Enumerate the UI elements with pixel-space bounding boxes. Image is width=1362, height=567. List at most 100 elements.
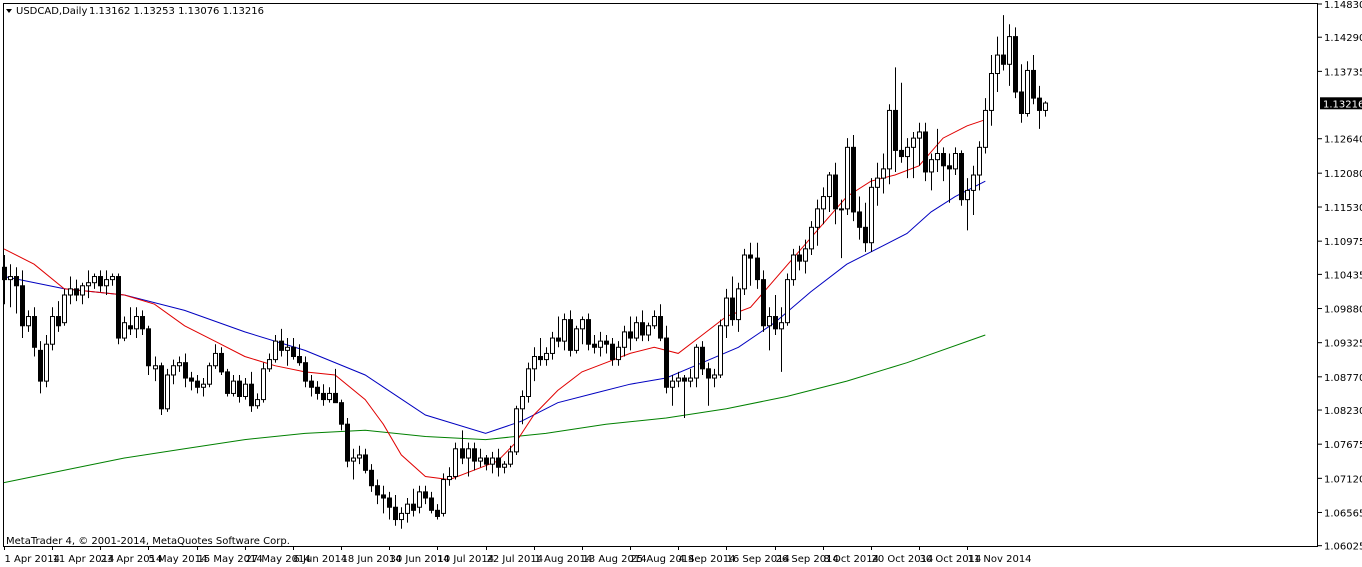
- candle: [38, 341, 43, 394]
- dropdown-triangle-icon[interactable]: [6, 9, 12, 13]
- candle: [195, 374, 200, 394]
- candle-body: [562, 319, 567, 342]
- candle: [441, 473, 446, 517]
- candle-body: [207, 365, 212, 385]
- candle-body: [791, 254, 796, 281]
- candle-body: [98, 276, 103, 287]
- time-tick-label: 13 Aug 2014: [583, 554, 647, 565]
- candle-body: [140, 316, 145, 330]
- candle: [104, 270, 109, 295]
- candle: [881, 153, 886, 194]
- current-price-marker: [1320, 97, 1362, 110]
- candle-body: [767, 316, 772, 327]
- candle: [122, 316, 127, 342]
- candle: [718, 319, 723, 379]
- candle-body: [80, 285, 85, 296]
- candle: [947, 153, 952, 203]
- candle: [821, 187, 826, 225]
- time-tick-label: 4 Sep 2014: [679, 554, 736, 565]
- candle: [249, 371, 254, 412]
- candle: [267, 353, 272, 372]
- candle-body: [26, 316, 31, 327]
- candle: [303, 356, 308, 388]
- candle: [598, 331, 603, 357]
- candle-body: [502, 463, 507, 468]
- candle: [472, 442, 477, 471]
- candle-body: [664, 337, 669, 388]
- candle: [658, 304, 663, 342]
- candle-body: [592, 343, 597, 348]
- candle-body: [2, 266, 7, 281]
- time-tick-label: 10 Jul 2014: [438, 554, 495, 565]
- candle: [869, 178, 874, 252]
- candle: [291, 338, 296, 360]
- candle: [887, 104, 892, 185]
- candle: [62, 288, 67, 326]
- time-tick-label: 30 Oct 2014: [920, 554, 982, 565]
- candle: [189, 371, 194, 391]
- candle: [634, 316, 639, 342]
- candle-body: [568, 319, 573, 351]
- candle: [857, 196, 862, 240]
- candle-body: [32, 316, 37, 348]
- price-tick-label: 1.06565: [1324, 508, 1362, 519]
- candle: [923, 122, 928, 182]
- price-tick-label: 1.14830: [1324, 0, 1362, 11]
- candle-body: [851, 146, 856, 213]
- candle-body: [104, 279, 109, 287]
- candle: [237, 374, 242, 403]
- candle: [207, 362, 212, 388]
- candle-body: [1025, 69, 1030, 115]
- candle-body: [429, 497, 434, 511]
- candle: [622, 325, 627, 357]
- candle-body: [472, 448, 477, 462]
- candle: [68, 276, 73, 305]
- candle-body: [460, 448, 465, 459]
- candle: [917, 122, 922, 166]
- candle: [490, 451, 495, 474]
- ma-fast-line: [3, 119, 986, 481]
- candle: [556, 316, 561, 348]
- candle-body: [68, 288, 73, 296]
- candle-body: [700, 346, 705, 370]
- candle: [532, 347, 537, 382]
- candle: [562, 313, 567, 351]
- candle-body: [688, 377, 693, 382]
- candle-body: [1031, 69, 1036, 99]
- symbol-label: USDCAD,Daily: [16, 6, 87, 17]
- candle: [159, 362, 164, 415]
- candle-body: [44, 343, 49, 382]
- time-tick-label: 11 Nov 2014: [968, 554, 1032, 565]
- price-axis: 1.14830 1.14290 1.13735 1.12640 1.12080 1.115…: [1318, 0, 1362, 553]
- candle-body: [273, 340, 278, 361]
- candle-body: [435, 509, 440, 517]
- candle: [8, 264, 13, 308]
- candle: [453, 442, 458, 480]
- candle: [1013, 27, 1018, 99]
- candle: [417, 485, 422, 514]
- candle-body: [899, 149, 904, 158]
- candle: [74, 279, 79, 302]
- candle-body: [345, 423, 350, 462]
- candle-body: [1013, 36, 1018, 93]
- candle-body: [724, 297, 729, 327]
- candle-body: [694, 346, 699, 379]
- candle-body: [941, 152, 946, 167]
- price-tick-label: 1.10435: [1324, 270, 1362, 281]
- candle-body: [604, 340, 609, 345]
- candle-body: [466, 448, 471, 459]
- candle: [652, 310, 657, 329]
- candle-body: [544, 352, 549, 361]
- candle-body: [496, 457, 501, 468]
- candle: [682, 374, 687, 419]
- candle: [700, 341, 705, 375]
- candle-body: [965, 189, 970, 201]
- candle: [508, 445, 513, 468]
- candle: [56, 301, 61, 332]
- candle-body: [706, 368, 711, 379]
- candle: [526, 362, 531, 403]
- candle: [273, 334, 278, 363]
- price-tick-label: 1.08770: [1324, 373, 1362, 384]
- candle: [797, 245, 802, 271]
- time-tick-label: 22 Jul 2014: [487, 554, 544, 565]
